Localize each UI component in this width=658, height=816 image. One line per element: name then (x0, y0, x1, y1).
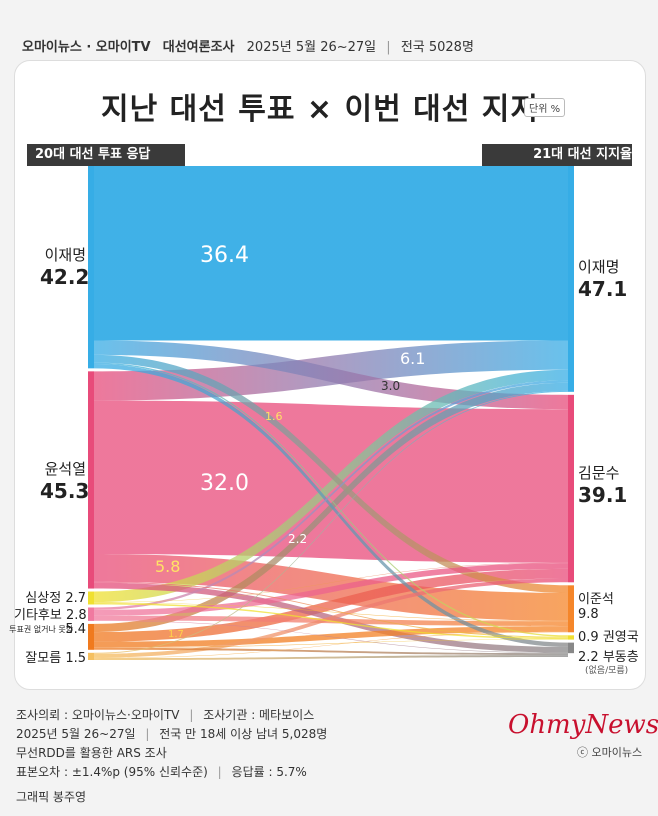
target-node-0 (568, 166, 574, 392)
survey-sample: 전국 5028명 (400, 40, 474, 55)
target-label-lee: 이재명 47.1 (578, 256, 627, 301)
source-node-2 (88, 591, 94, 605)
target-node-3 (568, 635, 574, 640)
source-name-novote: 투표권 없거나 못함 (9, 624, 74, 634)
source-name-unknown: 잘모름 (25, 651, 62, 666)
footer-target: 전국 만 18세 이상 남녀 5,028명 (159, 727, 328, 741)
target-name-lee: 이재명 (578, 258, 620, 276)
flow-4-4 (94, 647, 568, 656)
footer-error: 표본오차 : ±1.4%p (95% 신뢰수준) (16, 765, 208, 779)
source-name-other: 기타후보 (14, 608, 62, 623)
flow-label-32-0: 32.0 (200, 471, 249, 496)
target-node-4 (568, 642, 574, 654)
unit-badge: 단위 % (524, 98, 566, 117)
flow-2-3 (94, 603, 568, 640)
source-label-unknown: 잘모름 1.5 (20, 647, 86, 666)
source-value-unknown: 1.5 (65, 651, 86, 666)
flow-0-2 (94, 354, 568, 593)
flow-1-3 (94, 581, 568, 638)
target-label-undecided: 2.2 부동층 (578, 646, 639, 665)
source-node-5 (88, 652, 94, 660)
flow-2-0 (94, 369, 568, 603)
flow-label-2-2: 2.2 (288, 532, 307, 546)
footer-commission: 조사의뢰 : 오마이뉴스·오마이TV (16, 708, 180, 722)
target-node-2 (568, 585, 574, 633)
target-value-undecided: 2.2 (578, 650, 599, 665)
flow-0-0 (94, 166, 568, 341)
footer-period: 2025년 5월 26~27일 (16, 727, 136, 741)
top-info-line: 오마이뉴스 · 오마이TV 대선여론조사 2025년 5월 26~27일 | 전… (22, 40, 474, 55)
flow-3-1 (94, 563, 568, 616)
left-header: 20대 대선 투표 응답 (27, 144, 185, 166)
source-node-3 (88, 607, 94, 621)
ohmynews-logo: OhmyNews (508, 710, 658, 740)
target-name-undecided: 부동층 (602, 650, 639, 665)
flow-4-3 (94, 639, 568, 648)
source-value-lee: 42.2 (40, 265, 90, 289)
flow-label-6-1: 6.1 (400, 349, 425, 368)
footer-agency: 조사기관 : 메타보이스 (203, 708, 315, 722)
flow-3-0 (94, 380, 568, 610)
target-name-kim: 김문수 (578, 464, 620, 482)
source-name-lee: 이재명 (44, 246, 86, 264)
target-value-junseok: 9.8 (578, 607, 599, 622)
source-label-novote: 투표권 없거나 못함 5.4 (8, 622, 86, 637)
flow-label-5-8: 5.8 (155, 557, 180, 576)
footer-credit: 그래픽 봉주영 (16, 790, 87, 804)
copyright: ⓒ 오마이뉴스 (577, 746, 643, 759)
flow-5-0 (94, 390, 568, 654)
flow-2-2 (94, 602, 568, 622)
flow-5-2 (94, 631, 568, 659)
undecided-note: (없음/모름) (585, 666, 629, 676)
target-name-junseok: 이준석 (578, 592, 614, 607)
footer-info: 조사의뢰 : 오마이뉴스·오마이TV | 조사기관 : 메타보이스 2025년 … (16, 708, 328, 779)
target-label-kwon: 0.9 권영국 (578, 626, 639, 645)
chart-title: 지난 대선 투표 × 이번 대선 지지 (100, 92, 539, 127)
target-value-lee: 47.1 (578, 277, 628, 301)
publisher: 오마이뉴스 · 오마이TV (22, 40, 151, 55)
flow-3-4 (94, 620, 568, 654)
flow-0-4 (94, 364, 568, 647)
flow-4-1 (94, 568, 568, 642)
flow-2-1 (94, 562, 568, 603)
flow-5-1 (94, 578, 568, 658)
source-name-sim: 심상정 (25, 591, 62, 606)
source-node-0 (88, 166, 94, 369)
right-header: 21대 대선 지지율 (482, 144, 632, 166)
flow-label-1-6: 1.6 (265, 410, 283, 423)
flow-0-3 (94, 362, 568, 637)
footer-response: 응답률 : 5.7% (231, 765, 307, 779)
target-value-kim: 39.1 (578, 483, 628, 507)
flow-label-1-7: 1.7 (168, 629, 184, 640)
source-value-novote: 5.4 (65, 622, 86, 637)
source-label-other: 기타후보 2.8 (14, 604, 87, 623)
flow-label-36-4: 36.4 (200, 243, 249, 268)
target-label-kim: 김문수 39.1 (578, 462, 627, 507)
source-node-1 (88, 371, 94, 589)
target-name-kwon: 권영국 (602, 630, 639, 645)
target-label-junseok: 이준석 9.8 (578, 588, 614, 622)
source-label-yoon: 윤석열 45.3 (40, 458, 90, 503)
footer-method: 무선RDD를 활용한 ARS 조사 (16, 746, 167, 760)
source-value-sim: 2.7 (65, 591, 86, 606)
flow-0-1 (94, 340, 568, 410)
source-label-lee: 이재명 42.2 (40, 244, 90, 289)
source-value-yoon: 45.3 (40, 479, 90, 503)
source-label-sim: 심상정 2.7 (20, 587, 86, 606)
flow-label-3-0: 3.0 (381, 379, 400, 393)
source-node-4 (88, 623, 94, 650)
survey-name: 대선여론조사 (162, 40, 235, 55)
survey-date: 2025년 5월 26~27일 (246, 40, 377, 55)
target-node-1 (568, 394, 574, 583)
target-value-kwon: 0.9 (578, 630, 599, 645)
source-value-other: 2.8 (65, 608, 87, 623)
source-name-yoon: 윤석열 (44, 460, 86, 478)
flow-5-4 (94, 655, 568, 660)
